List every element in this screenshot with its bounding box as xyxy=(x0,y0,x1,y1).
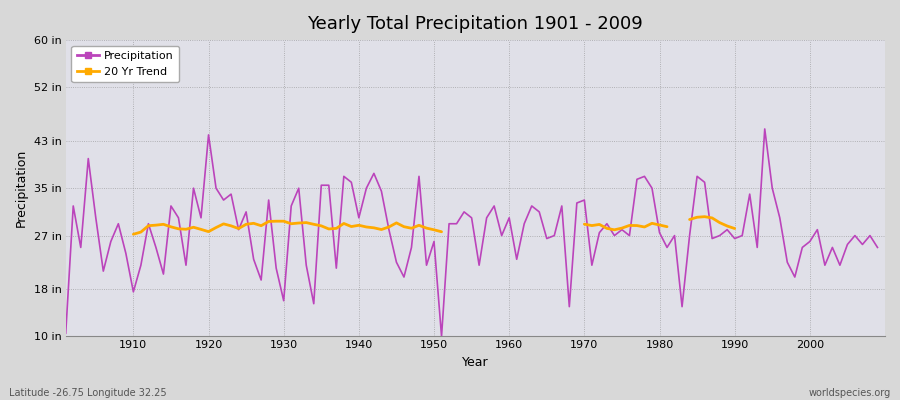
Legend: Precipitation, 20 Yr Trend: Precipitation, 20 Yr Trend xyxy=(71,46,179,82)
Y-axis label: Precipitation: Precipitation xyxy=(15,149,28,227)
Title: Yearly Total Precipitation 1901 - 2009: Yearly Total Precipitation 1901 - 2009 xyxy=(308,15,644,33)
Text: worldspecies.org: worldspecies.org xyxy=(809,388,891,398)
X-axis label: Year: Year xyxy=(462,356,489,369)
Text: Latitude -26.75 Longitude 32.25: Latitude -26.75 Longitude 32.25 xyxy=(9,388,166,398)
